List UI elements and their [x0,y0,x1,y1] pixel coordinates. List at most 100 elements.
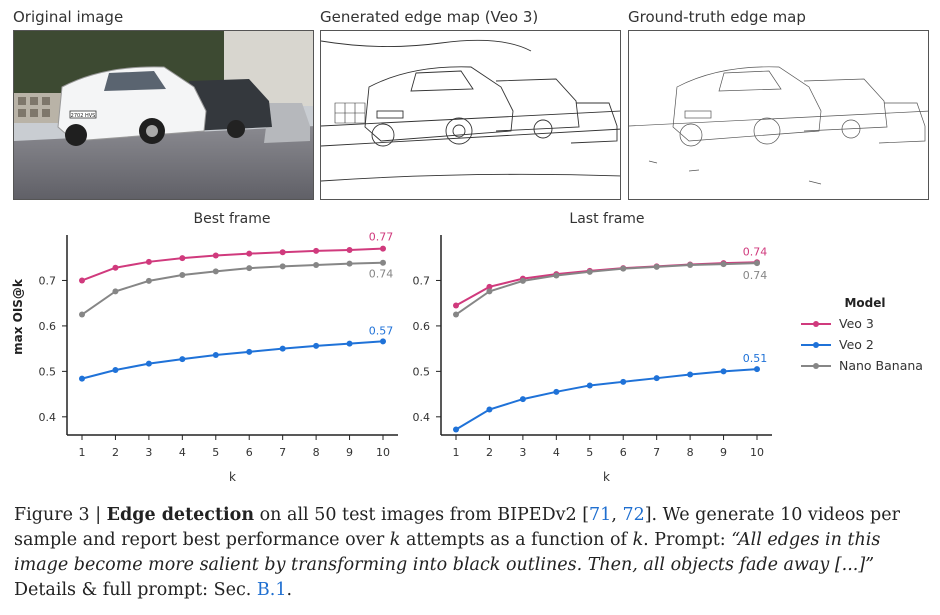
data-point-nano-banana [687,262,694,268]
ois-charts: max OIS@k Best frame 0.4 0.5 0.6 0.7 1 2 3 4 5 6 7 8… [11,211,923,484]
citation-link[interactable]: 71 [589,505,612,525]
data-point-veo-3 [453,302,459,309]
y-axis-label: max OIS@k [11,278,25,355]
y-tick-label: 0.5 [413,365,431,378]
caption-text: . [286,580,293,600]
data-point-veo-2 [519,396,526,403]
data-point-veo-2 [754,366,760,373]
y-tick-label: 0.5 [39,365,57,378]
series-line-veo-3 [81,247,384,282]
y-tick-label: 0.6 [39,320,57,333]
dark-car [189,79,272,131]
y-tick-label: 0.4 [413,411,431,424]
data-point-veo-2 [246,348,253,355]
series-line-veo-2 [81,340,384,380]
citation-link[interactable]: 72 [622,505,645,525]
edge-drawing-generated [321,39,620,182]
end-value-label-veo-3: 0.77 [369,231,394,244]
caption-text: on all 50 test images from BIPEDv2 [ [254,505,590,525]
original-image-title: Original image [13,8,124,26]
data-point-nano-banana [553,272,560,279]
data-point-nano-banana [279,263,286,270]
figure-caption: Figure 3 | Edge detection on all 50 test… [14,503,934,603]
data-point-veo-3 [346,247,353,253]
y-tick-label: 0.4 [39,411,57,424]
caption-prompt: “All edges in this image become more sal… [14,530,881,575]
generated-edge-map [320,30,621,200]
data-point-nano-banana [653,263,660,270]
x-tick-label: 1 [79,446,86,459]
data-point-nano-banana [519,277,526,284]
chart-title: Last frame [569,211,644,227]
data-point-veo-3 [279,249,286,256]
edge-drawing-ground-truth [629,66,928,185]
data-point-nano-banana [313,262,320,268]
end-value-label-veo-3: 0.74 [743,245,768,258]
x-tick-label: 5 [586,446,593,459]
chart-title: Best frame [194,211,271,227]
street-photo: 2702 HVS [14,31,313,199]
data-point-nano-banana [179,272,186,278]
data-point-nano-banana [380,259,386,266]
data-point-veo-2 [79,375,85,382]
data-point-veo-2 [279,345,286,352]
caption-variable: k [389,530,401,550]
data-point-veo-2 [179,356,186,363]
data-point-veo-2 [620,378,627,385]
y-tick-label: 0.7 [413,274,431,287]
last-frame-chart: Last frame 0.4 0.5 0.6 0.7 1 2 3 4 5 6 7 8 9 10 k 0.74 0.… [413,211,772,484]
x-tick-label: 1 [453,446,460,459]
x-tick-label: 6 [620,446,627,459]
x-axis-label: k [229,470,236,484]
data-point-nano-banana [212,268,219,275]
data-point-nano-banana [754,260,760,267]
x-tick-label: 3 [145,446,152,459]
x-tick-label: 8 [313,446,320,459]
x-tick-label: 10 [376,446,390,459]
best-frame-chart: Best frame 0.4 0.5 0.6 0.7 1 2 3 4 5 6 7 8 9 10 k 0.77 0.… [39,211,398,484]
data-point-nano-banana [620,265,627,272]
data-point-veo-3 [179,255,186,262]
data-point-nano-banana [112,288,119,295]
legend-label-veo-2: Veo 2 [839,337,874,352]
data-point-veo-2 [486,406,493,413]
legend: Model Veo 3 Veo 2 Nano Banana [801,296,923,373]
x-tick-label: 4 [179,446,186,459]
end-value-label-veo-2: 0.57 [369,324,394,337]
x-tick-label: 9 [720,446,727,459]
data-point-nano-banana [486,288,493,295]
data-point-nano-banana [720,261,727,268]
data-point-nano-banana [586,268,593,275]
series-line-veo-3 [455,261,758,307]
data-point-veo-3 [246,250,253,257]
data-point-veo-2 [112,367,119,373]
data-point-veo-2 [453,426,459,433]
data-point-nano-banana [79,311,85,318]
legend-marker-veo-3 [813,321,819,327]
end-value-label-nano-banana: 0.74 [369,268,394,281]
data-point-veo-3 [380,245,386,252]
x-tick-label: 10 [750,446,764,459]
white-car [57,66,207,142]
x-axis-label: k [603,470,610,484]
data-point-veo-2 [687,371,694,378]
ground-truth-edge-map-title: Ground-truth edge map [628,8,806,26]
data-point-veo-2 [653,375,660,382]
x-tick-label: 8 [687,446,694,459]
data-point-veo-2 [212,352,219,358]
x-tick-label: 4 [553,446,560,459]
x-tick-label: 7 [653,446,660,459]
caption-text: Details & full prompt: Sec. [14,580,257,600]
end-value-label-veo-2: 0.51 [743,352,768,365]
caption-text: . Prompt: [643,530,732,550]
section-link[interactable]: B.1 [256,580,287,600]
series-line-veo-2 [455,368,758,431]
data-point-nano-banana [246,265,253,272]
data-point-veo-2 [720,368,727,375]
data-point-veo-2 [145,360,152,367]
data-point-veo-2 [586,382,593,389]
legend-marker-nano-banana [813,363,819,369]
data-point-nano-banana [145,277,152,284]
data-point-veo-3 [486,283,493,290]
x-tick-label: 9 [346,446,353,459]
